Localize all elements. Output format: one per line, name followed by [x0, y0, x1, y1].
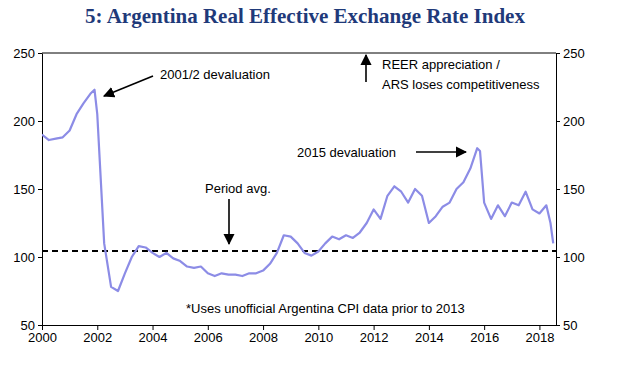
tick: 2014: [415, 325, 444, 345]
axis-line: [43, 325, 557, 326]
annotation: ARS loses competitiveness: [382, 77, 540, 92]
tick: 2002: [83, 325, 112, 345]
axis-line: [42, 54, 43, 326]
reference-label: Period avg.: [205, 181, 271, 196]
tick-label: 250: [13, 46, 35, 61]
annotation: *Uses unofficial Argentina CPI data prio…: [186, 301, 465, 316]
tick-mark: [38, 257, 42, 258]
title: 5: Argentina Real Effective Exchange Rat…: [85, 4, 525, 28]
annotation: 2015 devaluation: [297, 145, 396, 160]
tick: 100: [13, 250, 42, 265]
tick: 150: [556, 182, 585, 197]
tick-label: 250: [563, 46, 585, 61]
reference-line: [42, 250, 556, 252]
arrow: [104, 76, 153, 96]
tick: 2012: [360, 325, 389, 345]
tick-mark: [38, 121, 42, 122]
tick-label: 2014: [415, 330, 444, 345]
arrow: [228, 199, 230, 244]
y-axis: 50 100 150 200 250: [13, 46, 42, 333]
tick: 2018: [525, 325, 554, 345]
tick-label: 100: [563, 250, 585, 265]
annotations: 2001/2 devaluation REER appreciation / ARS…: [104, 55, 540, 316]
tick-mark: [556, 121, 560, 122]
x-axis: 2000200220042006200820102012201420162018: [28, 325, 556, 345]
tick: 200: [13, 114, 42, 129]
tick: 50: [21, 318, 42, 333]
tick-label: 150: [563, 182, 585, 197]
tick: 200: [556, 114, 585, 129]
plot-area: [42, 90, 556, 291]
tick: 2008: [249, 325, 278, 345]
tick-mark: [556, 325, 560, 326]
tick-label: 100: [13, 250, 35, 265]
tick: 250: [13, 46, 42, 61]
tick-label: 2016: [470, 330, 499, 345]
y2-axis: 50 100 150 200 250: [556, 46, 585, 333]
tick: 2004: [139, 325, 168, 345]
tick: 2010: [304, 325, 333, 345]
tick: 2016: [470, 325, 499, 345]
tick-label: 2012: [360, 330, 389, 345]
arrow: [416, 151, 466, 153]
frame: [42, 53, 556, 54]
tick: 250: [556, 46, 585, 61]
tick-label: 2004: [139, 330, 168, 345]
tick-label: 2002: [83, 330, 112, 345]
tick: 100: [556, 250, 585, 265]
tick-mark: [38, 189, 42, 190]
tick-label: 200: [13, 114, 35, 129]
tick-mark: [556, 257, 560, 258]
chart: 5: Argentina Real Effective Exchange Rat…: [0, 0, 622, 390]
tick-label: 2006: [194, 330, 223, 345]
tick-mark: [38, 53, 42, 54]
tick-mark: [556, 189, 560, 190]
tick: 50: [556, 318, 577, 333]
tick: 150: [13, 182, 42, 197]
tick-mark: [556, 53, 560, 54]
annotation: REER appreciation /: [382, 57, 500, 72]
tick-mark: [38, 325, 42, 326]
tick-label: 2010: [304, 330, 333, 345]
annotation: 2001/2 devaluation: [160, 67, 270, 82]
tick-label: 50: [21, 318, 35, 333]
series-line: [42, 90, 553, 291]
tick-label: 150: [13, 182, 35, 197]
tick: 2006: [194, 325, 223, 345]
tick-label: 2008: [249, 330, 278, 345]
tick-label: 200: [563, 114, 585, 129]
tick-label: 50: [563, 318, 577, 333]
arrow: [365, 55, 367, 82]
tick-label: 2018: [525, 330, 554, 345]
